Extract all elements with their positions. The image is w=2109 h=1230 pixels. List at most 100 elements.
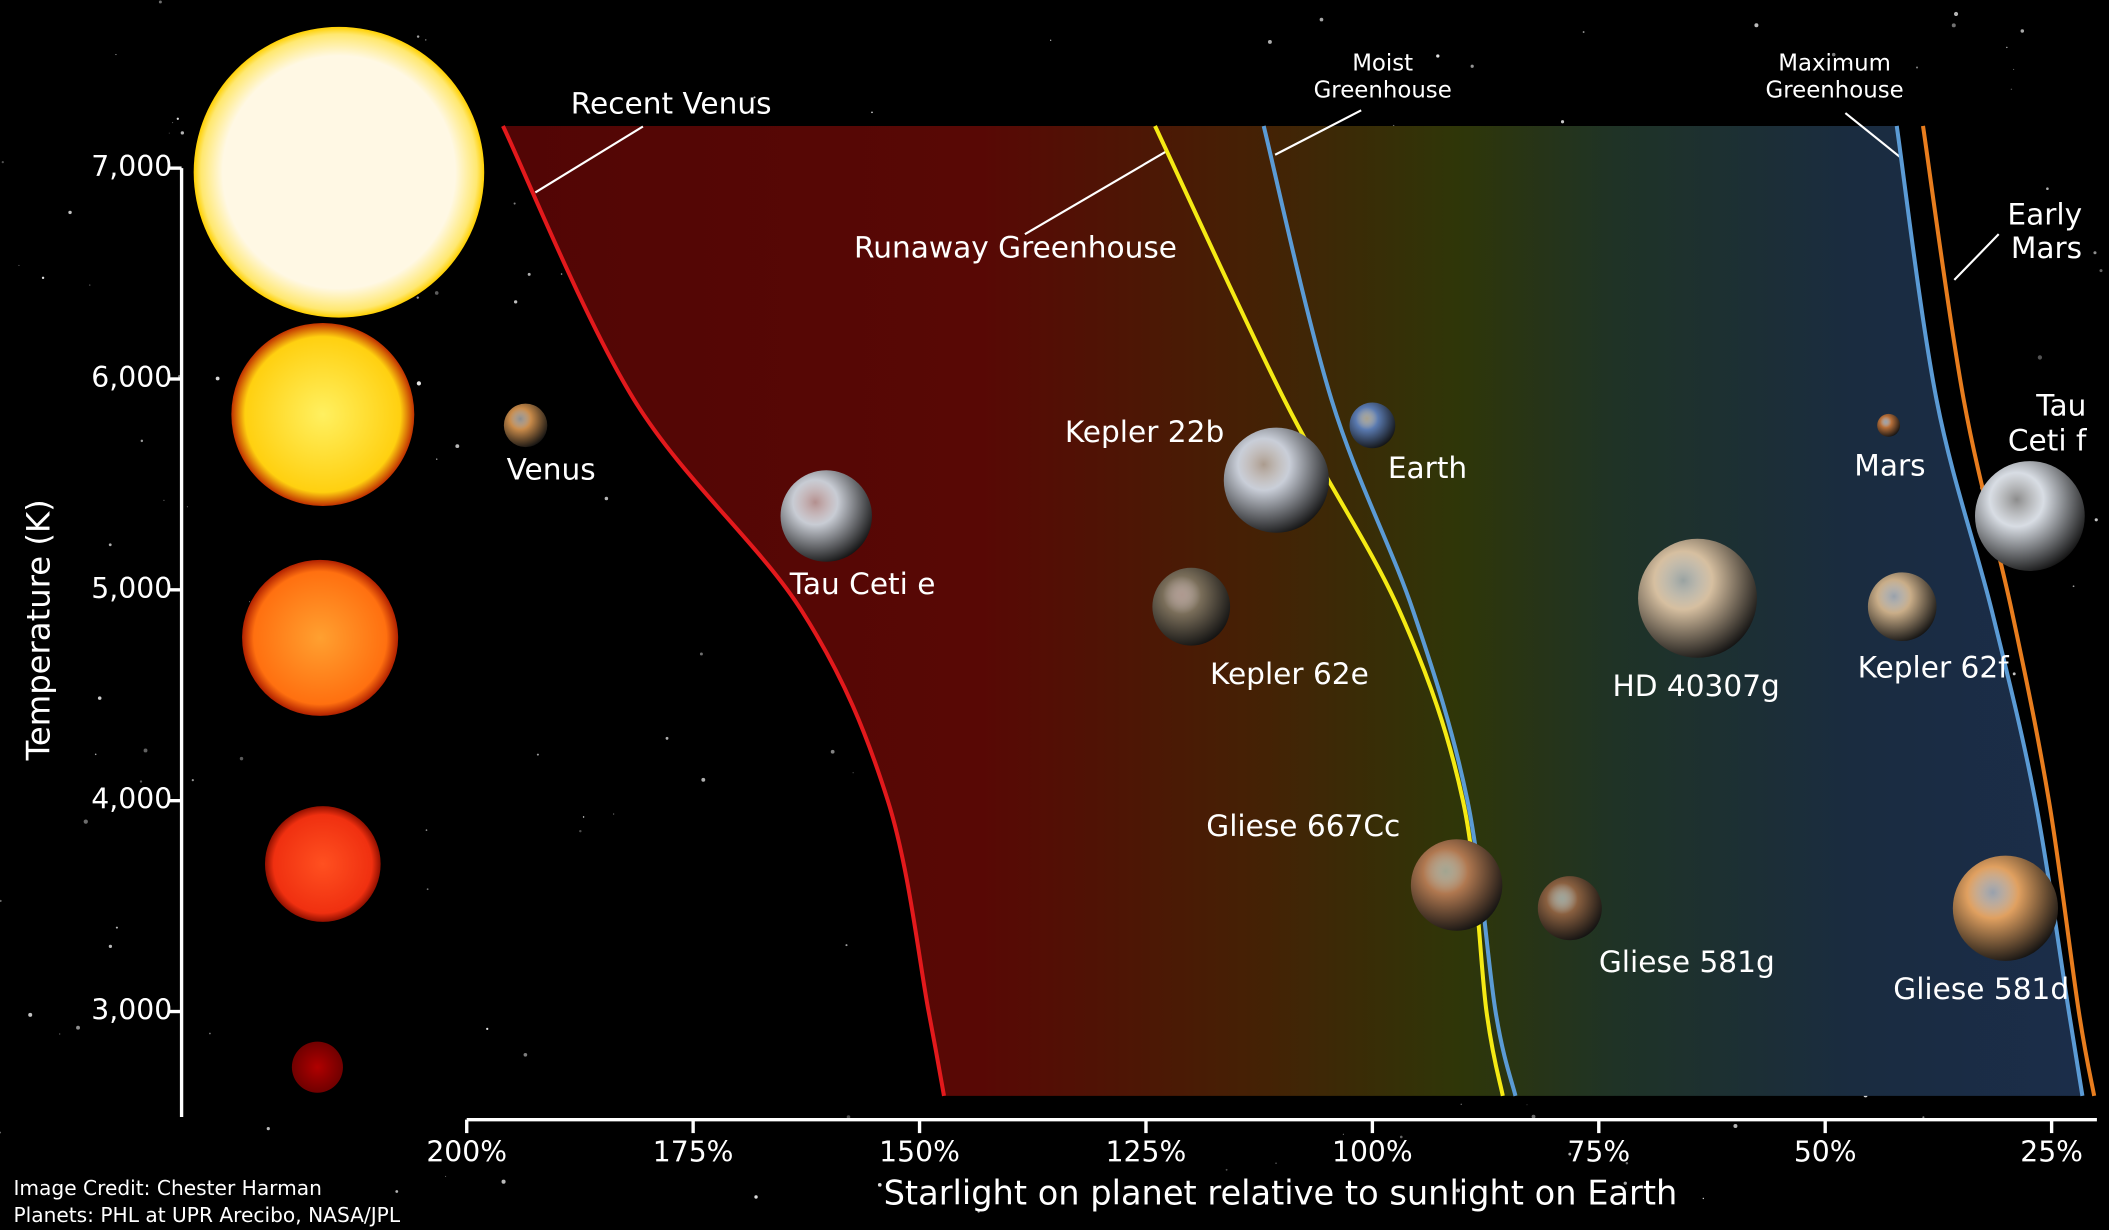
background-star — [0, 899, 2, 903]
background-star — [877, 1182, 882, 1187]
star — [242, 559, 399, 716]
star — [193, 26, 485, 318]
planet-label: Mars — [1854, 450, 1926, 484]
planet-label: Gliese 581g — [1598, 946, 1775, 980]
background-star — [513, 202, 516, 205]
leader-line — [534, 125, 644, 194]
x-tick-label: 125% — [1106, 1135, 1187, 1168]
boundary-label: Runaway Greenhouse — [854, 231, 1177, 266]
background-star — [1225, 1168, 1228, 1171]
background-star — [1456, 1188, 1461, 1193]
background-star — [2010, 88, 2013, 91]
background-star — [140, 439, 144, 443]
background-star — [416, 296, 419, 299]
background-star — [1951, 23, 1956, 28]
y-tick-label: 3,000 — [91, 994, 172, 1027]
planet — [1223, 427, 1329, 533]
boundary-label: Maximum Greenhouse — [1765, 50, 1904, 104]
background-star — [239, 756, 244, 761]
background-star — [425, 39, 427, 41]
background-star — [1625, 1162, 1629, 1165]
background-star — [536, 753, 539, 756]
background-star — [416, 381, 422, 386]
background-star — [1392, 124, 1395, 127]
background-star — [445, 1175, 447, 1178]
y-tick-label: 5,000 — [91, 572, 172, 605]
boundary-line — [1921, 125, 2097, 1097]
background-star — [1915, 66, 1919, 69]
planet — [1638, 538, 1757, 658]
leader-line — [1024, 149, 1169, 236]
background-star — [176, 117, 179, 120]
background-star — [1342, 1133, 1344, 1135]
planet-label: Gliese 667Cc — [1206, 810, 1401, 844]
star — [291, 1041, 343, 1093]
planet-label: Tau Ceti e — [789, 568, 936, 603]
background-star — [1848, 62, 1851, 64]
background-star — [1702, 1197, 1704, 1200]
background-star — [582, 816, 585, 818]
background-star — [1399, 1135, 1403, 1139]
x-tick-label: 175% — [653, 1135, 734, 1168]
background-star — [434, 291, 439, 295]
boundary-line — [1153, 125, 1505, 1097]
background-star — [0, 1131, 2, 1134]
background-star — [1, 161, 4, 164]
background-star — [2046, 187, 2049, 191]
background-star — [1754, 23, 1759, 28]
background-star — [486, 1027, 489, 1031]
leader-line — [1953, 233, 2000, 281]
planet-label: Kepler 62f — [1857, 651, 2009, 686]
background-star — [1582, 31, 1585, 33]
background-star — [89, 284, 91, 286]
planet-label: Venus — [506, 454, 596, 488]
background-star — [613, 813, 615, 815]
x-axis-title: Starlight on planet relative to sunlight… — [884, 1174, 1678, 1213]
background-star — [1568, 1152, 1572, 1156]
habitable-zone-shading — [502, 125, 2083, 1096]
planet — [1410, 839, 1503, 931]
background-star — [115, 926, 118, 929]
planet — [1537, 876, 1602, 941]
background-star — [852, 772, 854, 774]
background-star — [2099, 269, 2103, 273]
background-star — [249, 601, 251, 603]
background-star — [1470, 64, 1474, 68]
boundary-line — [1894, 125, 2085, 1097]
background-star — [845, 944, 848, 947]
background-star — [395, 1190, 399, 1193]
background-star — [41, 276, 45, 280]
background-star — [180, 131, 185, 135]
planet — [1877, 413, 1901, 437]
background-star — [97, 696, 102, 700]
background-star — [94, 753, 97, 756]
x-tick-label: 75% — [1567, 1135, 1630, 1168]
background-star — [579, 829, 582, 833]
planet-label: Tau Ceti f — [2007, 390, 2087, 459]
background-star — [513, 300, 518, 304]
background-star — [1267, 39, 1272, 44]
x-tick-label: 200% — [426, 1135, 507, 1168]
background-star — [527, 272, 531, 276]
planet-label: HD 40307g — [1612, 670, 1780, 704]
planet — [1349, 402, 1396, 449]
planet — [780, 470, 873, 562]
boundary-label: Early Mars — [2007, 198, 2083, 267]
credit: Image Credit: Chester Harman — [13, 1176, 321, 1200]
background-star — [168, 132, 170, 134]
background-star — [215, 376, 220, 381]
stars — [193, 26, 485, 1093]
planet-label: Gliese 581d — [1893, 973, 2070, 1007]
background-star — [1275, 1162, 1277, 1165]
y-axis-title: Temperature (K) — [19, 499, 57, 761]
x-tick-label: 50% — [1794, 1135, 1857, 1168]
credit: Planets: PHL at UPR Arecibo, NASA/JPL — [13, 1203, 400, 1227]
background-star — [163, 499, 165, 502]
planet — [1867, 572, 1937, 642]
background-star — [2072, 585, 2075, 588]
y-tick-label: 4,000 — [91, 783, 172, 816]
planet-label: Kepler 22b — [1064, 416, 1225, 450]
background-star — [68, 210, 72, 215]
